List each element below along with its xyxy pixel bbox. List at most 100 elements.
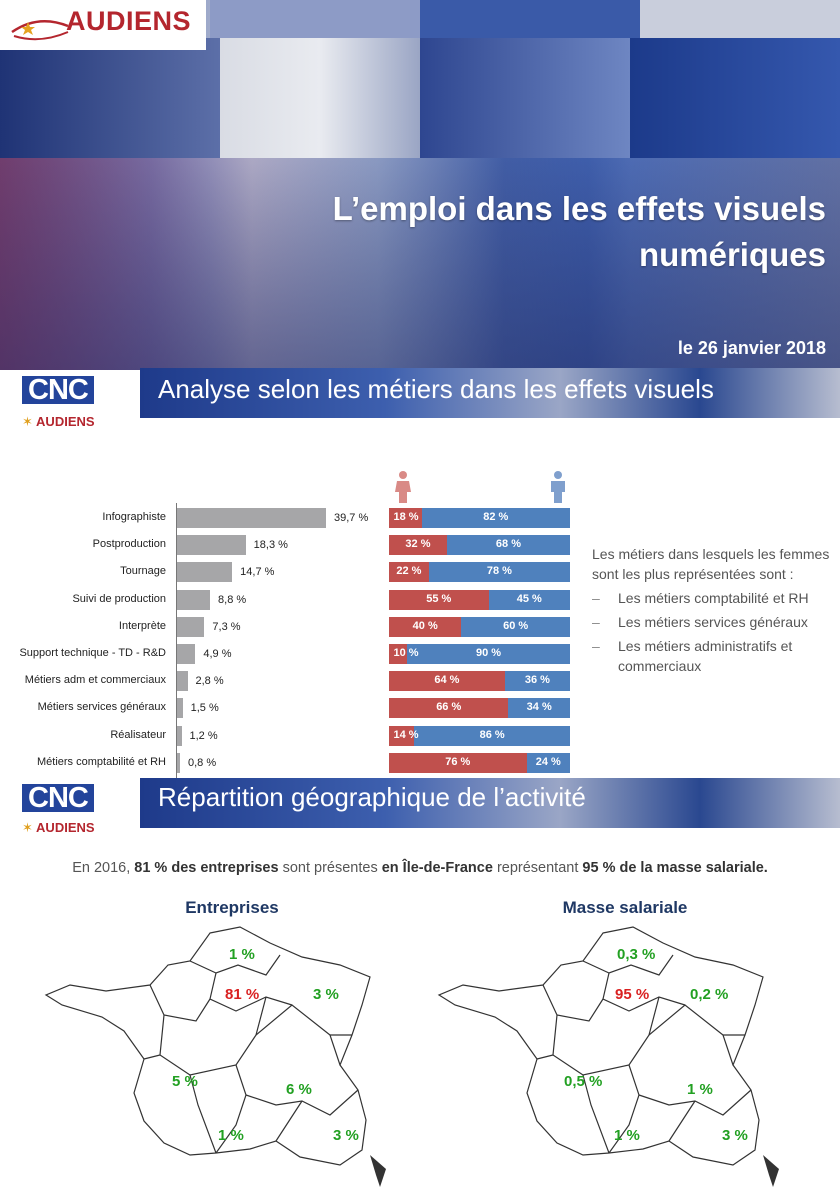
female-segment	[389, 562, 429, 583]
job-label: Suivi de production	[72, 592, 166, 605]
job-share-value: 1,2 %	[189, 729, 218, 742]
job-label: Tournage	[120, 565, 166, 578]
star-icon: ✶	[22, 820, 33, 835]
audiens-small-logo: ✶ AUDIENS	[22, 414, 95, 429]
map-right-south: 1 %	[614, 1127, 640, 1144]
male-value: 60 %	[503, 619, 529, 632]
male-value: 36 %	[524, 674, 550, 687]
map-right-north: 0,3 %	[617, 946, 656, 963]
female-value: 14 %	[393, 728, 419, 741]
female-value: 32 %	[405, 538, 431, 551]
job-share-bar	[177, 671, 188, 692]
job-share-bar	[177, 752, 180, 773]
gender-stacked-bar: 55 % 45 %	[389, 589, 570, 610]
section-title: Répartition géographique de l’activité	[158, 782, 586, 812]
job-share-value: 4,9 %	[203, 648, 232, 660]
map-right-center: 1 %	[687, 1081, 713, 1098]
job-share-value: 2,8 %	[195, 675, 224, 688]
job-share-bar	[177, 535, 246, 556]
note-item: Les métiers services généraux	[592, 612, 832, 632]
section-header-metiers: CNC ✶ AUDIENS Analyse selon les métiers …	[0, 368, 840, 429]
job-share-value: 39,7 %	[334, 512, 369, 524]
job-share-value: 8,8 %	[218, 593, 247, 606]
job-share-value: 0,8 %	[188, 756, 217, 769]
gender-stacked-bar: 64 % 36 %	[389, 671, 570, 692]
note-item: Les métiers administratifs et commerciau…	[592, 636, 832, 676]
female-value: 64 %	[434, 674, 460, 687]
male-segment	[407, 644, 570, 664]
female-segment	[389, 508, 422, 528]
map-right-idf: 95 %	[615, 986, 650, 1003]
gender-stacked-bar: 22 % 78 %	[389, 562, 570, 583]
star-icon: ✶	[22, 414, 33, 429]
female-value: 76 %	[445, 755, 471, 768]
female-segment	[389, 752, 527, 773]
map-left-east: 3 %	[313, 986, 339, 1003]
job-share-value: 18,3 %	[253, 539, 288, 552]
note-intro: Les métiers dans lesquels les femmes son…	[592, 546, 830, 582]
male-value: 34 %	[526, 701, 552, 714]
job-label: Infographiste	[102, 511, 166, 523]
female-value: 18 %	[393, 511, 419, 523]
job-share-bar	[177, 698, 183, 719]
job-share-bar	[177, 725, 182, 746]
female-segment	[389, 698, 509, 719]
geo-summary: En 2016, 81 % des entreprises sont prése…	[72, 860, 768, 876]
job-label: Interprète	[118, 619, 166, 632]
job-label: Support technique - TD - R&D	[19, 647, 166, 659]
male-value: 90 %	[476, 647, 502, 659]
audiens-logo: AUDIENS	[0, 0, 206, 50]
male-value: 68 %	[495, 538, 521, 551]
job-label: Postproduction	[92, 538, 166, 551]
women-note: Les métiers dans lesquels les femmes son…	[592, 544, 832, 676]
map-right-west: 0,5 %	[564, 1073, 603, 1090]
gender-stacked-bar: 10 % 90 %	[389, 644, 570, 664]
female-value: 40 %	[412, 619, 438, 632]
map-right-southeast: 3 %	[722, 1127, 748, 1144]
job-share-bar	[177, 508, 326, 528]
male-segment	[428, 562, 570, 583]
male-value: 24 %	[535, 755, 561, 768]
male-value: 78 %	[486, 565, 512, 578]
map-right-east: 0,2 %	[690, 986, 729, 1003]
female-value: 55 %	[426, 592, 452, 605]
page-title: L’emploi dans les effets visuels numériq…	[332, 190, 826, 273]
gender-stacked-bar: 40 % 60 %	[389, 616, 570, 637]
date-label: le 26 janvier 2018	[677, 338, 826, 358]
male-segment	[461, 616, 570, 637]
section-bar	[140, 778, 840, 828]
gender-stacked-bar: 76 % 24 %	[389, 752, 570, 773]
female-segment	[389, 671, 505, 692]
male-segment	[414, 725, 570, 746]
job-share-value: 1,5 %	[190, 702, 219, 715]
map-title-entreprises: Entreprises	[185, 898, 279, 917]
header-banner: AUDIENS L’emploi dans les effets visuels…	[0, 0, 840, 370]
male-segment	[421, 508, 570, 528]
job-label: Métiers comptabilité et RH	[37, 755, 166, 768]
job-share-bar	[177, 616, 205, 637]
map-left-southeast: 3 %	[333, 1127, 359, 1144]
map-left-south: 1 %	[218, 1127, 244, 1144]
map-left-center: 6 %	[286, 1081, 312, 1098]
job-share-bar	[177, 589, 211, 610]
female-segment	[389, 725, 415, 746]
map-left-west: 5 %	[172, 1073, 198, 1090]
female-value: 10 %	[393, 647, 419, 659]
gender-stacked-bar: 14 % 86 %	[389, 725, 570, 746]
cnc-logo: CNC	[22, 784, 94, 813]
female-icon	[395, 471, 411, 503]
job-share-value: 7,3 %	[212, 620, 241, 633]
female-value: 22 %	[396, 565, 422, 578]
france-map-entreprises	[44, 926, 386, 1187]
gender-stacked-bar: 32 % 68 %	[389, 535, 570, 556]
job-label: Métiers adm et commerciaux	[24, 674, 166, 687]
audiens-wordmark: AUDIENS	[66, 6, 192, 36]
cnc-logo: CNC	[22, 376, 94, 405]
map-left-idf: 81 %	[225, 986, 260, 1003]
section-header-geo: CNC ✶ AUDIENS Répartition géographique d…	[0, 778, 840, 835]
male-segment	[488, 589, 570, 610]
job-label: Réalisateur	[110, 728, 166, 741]
audiens-small-logo: ✶ AUDIENS	[22, 820, 95, 835]
male-segment	[508, 698, 570, 719]
chart-axis	[176, 503, 177, 778]
